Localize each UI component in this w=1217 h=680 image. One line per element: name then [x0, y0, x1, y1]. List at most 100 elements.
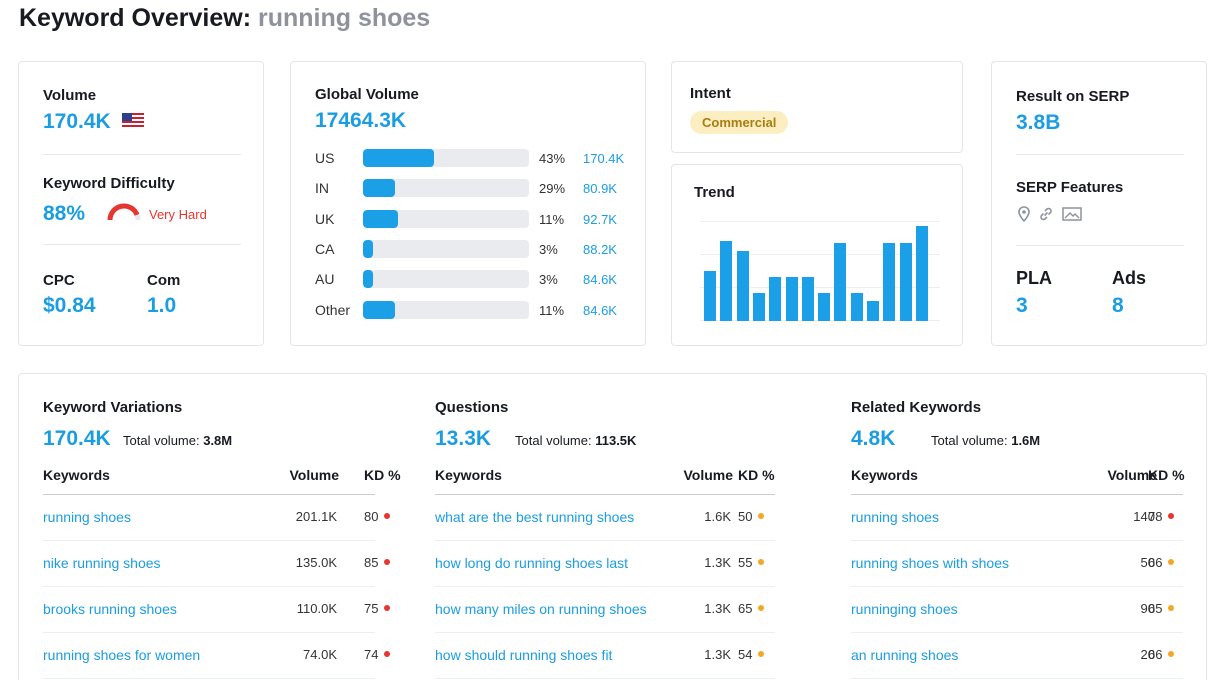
country-code: IN: [315, 180, 329, 196]
country-bar-track: [363, 179, 529, 197]
volume-value: 170.4K: [43, 110, 111, 133]
com-value: 1.0: [147, 294, 177, 317]
keyword-link[interactable]: running shoes for women: [43, 647, 201, 663]
global-volume-card: Global Volume 17464.3K US 43% 170.4K IN 29% 8…: [290, 61, 646, 346]
kd-status-dot: [384, 605, 391, 611]
trend-bar[interactable]: [818, 293, 831, 321]
keyword-link[interactable]: how many miles on running shoes: [435, 601, 647, 617]
ads-value: 8: [1112, 294, 1124, 317]
trend-bar[interactable]: [834, 243, 847, 321]
keyword-link[interactable]: running shoes with shoes: [851, 555, 1009, 571]
ads-label: Ads: [1112, 268, 1147, 288]
kd-label: Keyword Difficulty: [43, 175, 175, 192]
cpc-label: CPC: [43, 272, 75, 289]
trend-bar[interactable]: [720, 241, 733, 321]
us-flag-icon: [122, 113, 144, 127]
kd-level: Very Hard: [149, 207, 207, 222]
keyword-link[interactable]: brooks running shoes: [43, 601, 177, 617]
kd-status-dot: [384, 559, 391, 565]
country-pct: 3%: [539, 272, 558, 287]
section-count[interactable]: 13.3K: [435, 427, 492, 450]
table-row: running shoes with shoes 50 66: [851, 541, 1183, 587]
image-icon[interactable]: [1062, 206, 1082, 222]
trend-bar[interactable]: [850, 293, 863, 321]
country-bar-track: [363, 301, 529, 319]
country-volume[interactable]: 170.4K: [583, 151, 625, 166]
intent-card: Intent Commercial: [671, 61, 963, 153]
trend-bar[interactable]: [769, 277, 782, 321]
country-volume[interactable]: 80.9K: [583, 181, 617, 196]
location-pin-icon[interactable]: [1018, 206, 1030, 222]
col-header-keywords: Keywords: [435, 467, 502, 483]
keyword-link[interactable]: how long do running shoes last: [435, 555, 629, 571]
section-title: Questions: [435, 399, 509, 416]
table-row: an running shoes 20 66: [851, 633, 1183, 679]
country-bar-fill: [363, 179, 395, 197]
keyword-volume: 201.1K: [295, 509, 337, 524]
table-row: how many miles on running shoes 1.3K 65: [435, 587, 775, 633]
total-value: 113.5K: [595, 433, 637, 448]
country-code: CA: [315, 241, 335, 257]
keyword-volume: 90: [1140, 601, 1155, 616]
keyword-link[interactable]: an running shoes: [851, 647, 959, 663]
kd-number: 74: [364, 647, 379, 662]
trend-bar[interactable]: [736, 251, 749, 321]
header-divider: [435, 494, 775, 495]
trend-bar[interactable]: [785, 277, 798, 321]
country-volume[interactable]: 92.7K: [583, 212, 617, 227]
keyword-link[interactable]: how should running shoes fit: [435, 647, 613, 663]
country-bar-fill: [363, 301, 395, 319]
section-count[interactable]: 4.8K: [851, 427, 896, 450]
keyword-link[interactable]: running shoes: [43, 509, 131, 525]
result-value: 3.8B: [1016, 111, 1061, 134]
trend-bar[interactable]: [801, 277, 814, 321]
country-volume[interactable]: 88.2K: [583, 242, 617, 257]
country-row: CA 3% 88.2K: [315, 239, 635, 259]
total-value: 1.6M: [1011, 433, 1041, 448]
kd-status-dot: [384, 651, 391, 657]
keyword-volume: 1.3K: [704, 555, 731, 570]
trend-bar[interactable]: [899, 243, 912, 321]
keyword-kd: 78: [1148, 509, 1175, 524]
trend-bar[interactable]: [752, 293, 765, 321]
kd-number: 54: [738, 647, 753, 662]
total-label: Total volume:: [931, 433, 1008, 448]
kd-number: 66: [1148, 647, 1163, 662]
keyword-volume: 110.0K: [296, 601, 337, 616]
trend-bar[interactable]: [704, 271, 716, 321]
kd-number: 65: [1148, 601, 1163, 616]
cpc-value: $0.84: [43, 294, 96, 317]
kd-number: 55: [738, 555, 753, 570]
serp-features-label: SERP Features: [1016, 179, 1124, 196]
keyword-link[interactable]: nike running shoes: [43, 555, 161, 571]
keyword-volume: 20: [1140, 647, 1155, 662]
country-pct: 11%: [539, 303, 565, 318]
country-volume[interactable]: 84.6K: [583, 272, 617, 287]
link-icon[interactable]: [1038, 206, 1054, 222]
keyword-link[interactable]: what are the best running shoes: [435, 509, 635, 525]
section-title: Keyword Variations: [43, 399, 183, 416]
kd-number: 66: [1148, 555, 1163, 570]
kd-number: 65: [738, 601, 753, 616]
col-header-volume: Volume: [1107, 467, 1157, 483]
keyword-kd: 65: [1148, 601, 1175, 616]
section-total: Total volume: 3.8M: [123, 433, 232, 448]
table-row: brooks running shoes 110.0K 75: [43, 587, 391, 633]
country-row: US 43% 170.4K: [315, 148, 635, 168]
kd-number: 50: [738, 509, 753, 524]
section-count[interactable]: 170.4K: [43, 427, 111, 450]
gridline: [700, 254, 940, 255]
country-volume[interactable]: 84.6K: [583, 303, 617, 318]
keyword-volume: 1.3K: [704, 601, 731, 616]
metrics-card: Volume 170.4K Keyword Difficulty 88% Ver…: [18, 61, 264, 346]
keyword-volume: 140: [1133, 509, 1155, 524]
trend-card: Trend: [671, 164, 963, 346]
country-bar-track: [363, 240, 529, 258]
trend-bar[interactable]: [915, 226, 928, 321]
keyword-kd: 80: [364, 509, 391, 524]
trend-bar[interactable]: [883, 243, 896, 321]
table-row: running shoes 140 78: [851, 495, 1183, 541]
keyword-link[interactable]: runninging shoes: [851, 601, 958, 617]
keyword-link[interactable]: running shoes: [851, 509, 939, 525]
trend-bar[interactable]: [867, 301, 879, 321]
